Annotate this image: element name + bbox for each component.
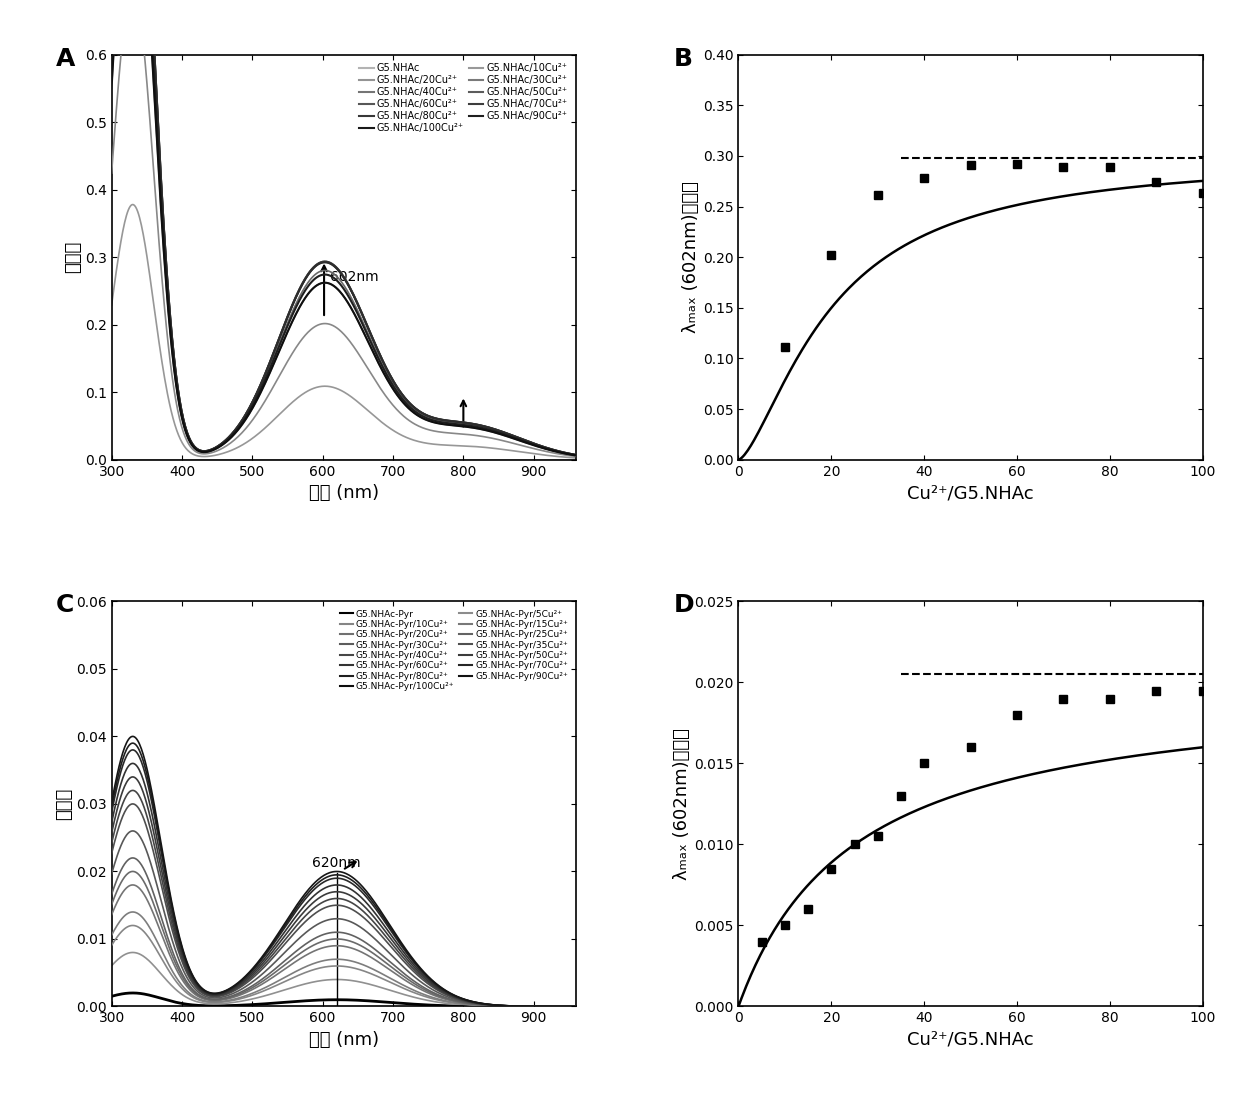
Y-axis label: 吸光度: 吸光度 [64,241,82,274]
Text: B: B [673,47,692,71]
X-axis label: Cu²⁺/G5.NHAc: Cu²⁺/G5.NHAc [908,1031,1034,1049]
Text: 602nm: 602nm [330,270,378,283]
Text: 620nm: 620nm [312,856,361,870]
X-axis label: 波长 (nm): 波长 (nm) [309,1031,379,1049]
Text: A: A [56,47,76,71]
Text: D: D [673,593,694,617]
Text: C: C [56,593,74,617]
Y-axis label: λₘₐₓ (602nm)吸光度: λₘₐₓ (602nm)吸光度 [682,182,701,334]
Y-axis label: 吸光度: 吸光度 [56,788,73,820]
X-axis label: Cu²⁺/G5.NHAc: Cu²⁺/G5.NHAc [908,485,1034,502]
Legend: G5.NHAc, G5.NHAc/20Cu²⁺, G5.NHAc/40Cu²⁺, G5.NHAc/60Cu²⁺, G5.NHAc/80Cu²⁺, G5.NHAc: G5.NHAc, G5.NHAc/20Cu²⁺, G5.NHAc/40Cu²⁺,… [355,59,572,137]
X-axis label: 波长 (nm): 波长 (nm) [309,485,379,502]
Legend: G5.NHAc-Pyr, G5.NHAc-Pyr/10Cu²⁺, G5.NHAc-Pyr/20Cu²⁺, G5.NHAc-Pyr/30Cu²⁺, G5.NHAc: G5.NHAc-Pyr, G5.NHAc-Pyr/10Cu²⁺, G5.NHAc… [336,606,572,695]
Y-axis label: λₘₐₓ (602nm)吸光度: λₘₐₓ (602nm)吸光度 [673,728,692,880]
